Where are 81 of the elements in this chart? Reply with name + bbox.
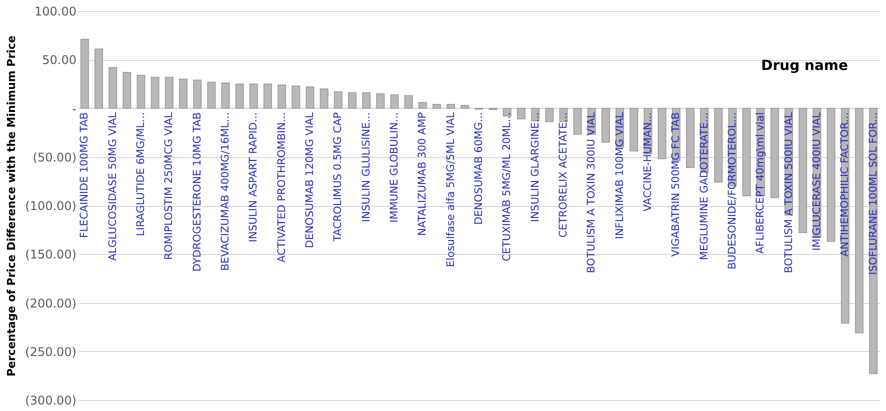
bar — [855, 108, 864, 334]
x-tick-label: VACCINE-HUMAN... — [642, 112, 654, 212]
y-tick-label: (300.00) — [25, 394, 76, 408]
x-axis-title: Drug name — [761, 58, 848, 74]
x-tick-label: Elosulfase alfa 5MG/5ML VIAL — [444, 112, 457, 268]
bar — [193, 80, 202, 109]
x-tick-label: MEGLUMINE GADOTERATE... — [698, 112, 710, 260]
x-tick-label: FLECAINIDE 100MG TAB — [78, 112, 91, 238]
bar — [108, 67, 118, 109]
x-tick-label: INFLIXIMAB 100MG VIAL — [614, 112, 626, 240]
bar — [165, 76, 174, 109]
bar — [770, 108, 779, 198]
x-tick-label: ANTIHEMOPHILIC FACTOR... — [839, 112, 852, 257]
bar — [742, 108, 751, 196]
y-tick-label: 50.00 — [42, 53, 76, 68]
bar — [602, 108, 610, 143]
bar — [362, 92, 371, 109]
x-tick-label: BUDESONIDE/FORMOTEROL... — [726, 112, 738, 270]
bar — [150, 76, 160, 109]
bar — [264, 84, 272, 109]
bar — [686, 108, 694, 168]
bar — [334, 91, 342, 109]
bar — [207, 82, 216, 109]
x-tick-label: BEVACIZUMAB 400MG/16ML... — [220, 112, 232, 271]
x-tick-label: IMIGLUCERASE 400IU VIAL — [810, 112, 823, 251]
bar — [460, 105, 470, 109]
y-axis-title: Percentage of Price Difference with the Minimum Price — [5, 35, 18, 377]
x-tick-label: ROMIPLOSTIM 250MCG VIAL — [163, 112, 176, 260]
bar — [80, 38, 89, 109]
y-tick-label: (150.00) — [25, 248, 76, 262]
bar — [292, 86, 300, 109]
bar — [390, 94, 399, 109]
y-tick-label: (50.00) — [32, 150, 76, 164]
bar — [122, 72, 132, 109]
x-tick-label: BOTULISM A TOXIN 300IU VIAL — [586, 112, 598, 274]
x-tick-label: DENOSUMAB 120MG VIAL — [304, 112, 316, 248]
bar — [404, 95, 413, 109]
bar — [320, 88, 328, 109]
x-tick-label: INSULIN GLULISINE... — [360, 112, 372, 222]
bar — [573, 108, 582, 135]
x-tick-label: INSULIN GLARGINE... — [529, 112, 542, 222]
bar — [136, 74, 146, 109]
x-tick-label: ACTIVATED PROTHROMBIN... — [276, 112, 288, 262]
x-tick-label: TACROLIMUS 0.5MG CAP — [332, 112, 344, 243]
x-tick-label: NATALIZUMAB 300 AMP — [416, 112, 429, 236]
bar — [250, 84, 258, 109]
y-tick-label: (250.00) — [25, 344, 76, 359]
x-tick-label: IMMUNE GLOBULIN... — [388, 112, 401, 223]
bar — [714, 108, 723, 182]
x-tick-label: CETRORELIX ACETATE... — [557, 112, 570, 238]
bar — [94, 48, 103, 109]
y-tick-label: 100.00 — [34, 4, 76, 18]
y-tick-label: - — [72, 102, 76, 116]
x-tick-label: AFLIBERCEPT 40mg\ml vial — [754, 112, 767, 254]
x-tick-label: ISOFLURANE 100ML SOL FOR... — [867, 112, 880, 275]
x-tick-label: DYDROGESTERONE 10MG TAB — [191, 112, 204, 272]
x-tick-label: LIRAGLUTIDE 6MG/ML... — [135, 112, 148, 236]
bar — [545, 108, 554, 122]
x-tick-label: BOTULISM A TOXIN 500IU VIAL — [782, 112, 795, 274]
bar — [278, 84, 286, 109]
bar — [348, 92, 356, 109]
bar — [306, 86, 314, 109]
bar — [432, 104, 441, 109]
x-tick-label: CETUXIMAB 5MG/ML 20ML... — [501, 112, 514, 262]
y-tick-label: (100.00) — [25, 199, 76, 213]
bar — [658, 108, 666, 160]
bar — [179, 78, 188, 109]
bar — [418, 102, 427, 109]
x-tick-label: DENOSUMAB 60MG... — [473, 112, 485, 225]
bar — [826, 108, 836, 242]
x-tick-label: VIGABATRIN 500MG FC TAB — [670, 112, 682, 257]
bar — [235, 84, 244, 109]
bar — [376, 93, 385, 109]
x-tick-label: INSULIN ASPART RAPID... — [248, 112, 260, 242]
y-tick-label: (200.00) — [25, 296, 76, 310]
bar — [446, 104, 456, 109]
bar — [221, 82, 230, 109]
bar — [517, 108, 526, 120]
bar — [630, 108, 638, 152]
bar — [798, 108, 808, 234]
x-tick-label: ALGLUCOSIDASE 50MG VIAL — [106, 112, 119, 261]
